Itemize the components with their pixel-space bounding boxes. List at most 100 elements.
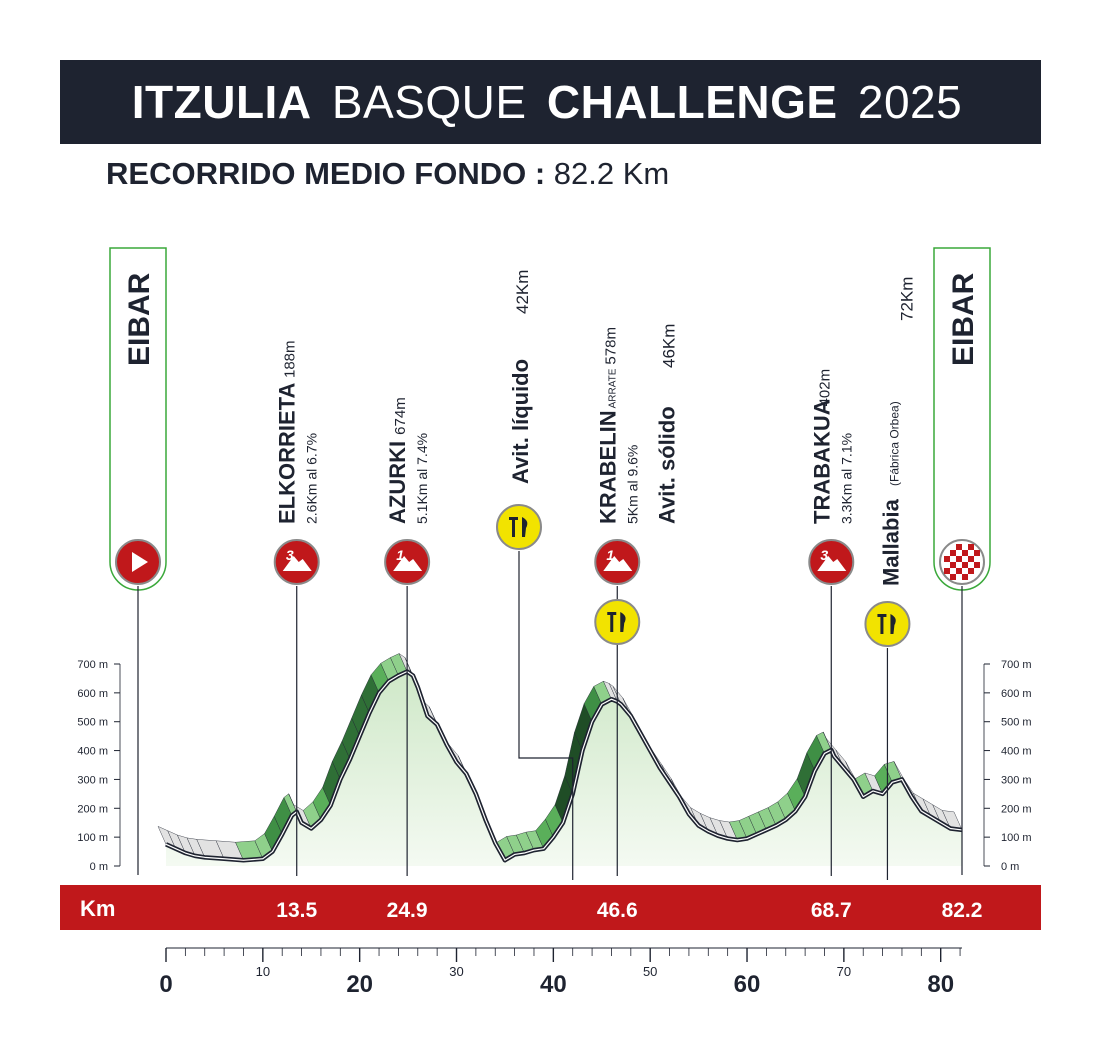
fork-tines — [509, 517, 518, 520]
climb-altitude: 402m — [816, 369, 833, 407]
y-tick-left: 600 m — [77, 688, 108, 700]
feed-label-group: Mallabia (Fábrica Orbea) 72Km — [878, 277, 916, 586]
title-part2: BASQUE — [331, 76, 527, 128]
checker-square — [974, 562, 980, 568]
feed-icon — [594, 599, 641, 645]
subtitle: RECORRIDO MEDIO FONDO : 82.2 Km — [106, 156, 669, 192]
km-bar-value: 82.2 — [942, 899, 983, 922]
feed-km: 72Km — [897, 277, 916, 321]
climb-category-number: 3 — [820, 547, 828, 563]
climb-label-group: ELKORRIETA 188m 2.6Km al 6.7% — [275, 340, 320, 524]
feed-marker-line — [518, 551, 574, 880]
climb-name: ELKORRIETA — [275, 383, 300, 524]
climb-detail: 2.6Km al 6.7% — [304, 433, 320, 524]
checker-square — [968, 544, 974, 550]
mountain-icon — [282, 556, 312, 571]
fork-knife-icon — [607, 612, 626, 632]
feed-label-group: Avit. líquido 42Km — [508, 270, 533, 484]
start-town-label: EIBAR — [123, 272, 156, 366]
km-bar-value: 13.5 — [276, 899, 317, 922]
climb-label-group: KRABELIN ARRATE 578m 5Km al 9.6% — [595, 327, 640, 524]
y-tick-left: 400 m — [77, 746, 108, 758]
climb-detail: 3.3Km al 7.1% — [838, 433, 854, 524]
fork-icon — [512, 517, 515, 537]
climb-name: TRABAKUA — [809, 399, 834, 524]
y-tick-right: 500 m — [1001, 717, 1032, 729]
y-tick-left: 700 m — [77, 659, 108, 671]
title-part3: CHALLENGE — [546, 76, 838, 128]
profile-area — [166, 671, 962, 866]
feed-name: Mallabia — [878, 498, 903, 586]
x-tick-minor: 30 — [449, 964, 463, 979]
km-bar-value: 68.7 — [811, 899, 852, 922]
checker-square — [956, 556, 962, 562]
title-part4: 2025 — [857, 76, 963, 128]
y-tick-right: 200 m — [1001, 803, 1032, 815]
checker-square — [974, 550, 980, 556]
km-bar — [60, 885, 1041, 930]
x-tick-major: 80 — [927, 971, 954, 998]
mountain-icon — [817, 556, 847, 571]
climb-altitude: 674m — [392, 397, 409, 435]
fork-icon — [610, 612, 614, 632]
km-bar-value: 46.6 — [597, 899, 638, 922]
y-tick-left: 500 m — [77, 717, 108, 729]
x-tick-minor: 10 — [256, 964, 270, 979]
x-tick-major: 0 — [159, 971, 172, 998]
y-tick-left: 200 m — [77, 803, 108, 815]
checker-square — [962, 562, 968, 568]
km-bar-label: Km — [80, 896, 115, 921]
feed-name: Avit. líquido — [508, 359, 533, 484]
feed-km: 46Km — [659, 324, 678, 368]
feed-icon — [864, 601, 911, 647]
y-tick-right: 600 m — [1001, 688, 1032, 700]
finish-town-label: EIBAR — [947, 272, 980, 366]
checker-square — [950, 574, 956, 580]
subtitle-distance: 82.2 Km — [553, 156, 670, 191]
y-tick-right: 400 m — [1001, 746, 1032, 758]
climb-detail: 5.1Km al 7.4% — [414, 433, 430, 524]
checker-square — [968, 556, 974, 562]
y-tick-left: 100 m — [77, 832, 108, 844]
play-icon — [132, 552, 148, 572]
knife-icon — [620, 612, 626, 632]
climb-category-number: 3 — [286, 547, 294, 563]
checker-square — [950, 550, 956, 556]
title-part1: ITZULIA — [131, 76, 312, 128]
y-tick-left: 300 m — [77, 774, 108, 786]
fork-knife-icon — [877, 614, 896, 634]
km-bar-value: 24.9 — [387, 899, 428, 922]
x-tick-major: 60 — [734, 971, 761, 998]
fork-tines — [877, 614, 887, 617]
climb-altitude: 188m — [282, 340, 299, 378]
feed-sub: (Fábrica Orbea) — [887, 401, 901, 486]
mountain-icon — [603, 556, 633, 571]
checker-square — [962, 550, 968, 556]
y-tick-right: 300 m — [1001, 774, 1032, 786]
subtitle-label: RECORRIDO MEDIO FONDO : — [106, 156, 546, 191]
climb-detail: 5Km al 9.6% — [624, 445, 640, 524]
climb-extra: 402m — [816, 369, 833, 407]
fork-knife-icon — [509, 517, 528, 537]
checker-icon — [944, 544, 980, 580]
checker-square — [944, 556, 950, 562]
climb-category-number: 1 — [396, 547, 404, 563]
fork-tines — [607, 612, 617, 615]
climb-name: AZURKI — [385, 441, 410, 524]
title-banner: ITZULIA BASQUE CHALLENGE 2025 — [60, 60, 1041, 144]
start-panel — [109, 247, 167, 591]
y-tick-right: 100 m — [1001, 832, 1032, 844]
y-tick-left: 0 m — [90, 861, 108, 873]
y-tick-right: 0 m — [1001, 861, 1019, 873]
checker-square — [956, 568, 962, 574]
fork-icon — [880, 614, 884, 634]
climb-extra: 188m — [282, 340, 299, 378]
finish-panel — [933, 247, 991, 591]
climb-label-group: AZURKI 674m 5.1Km al 7.4% — [385, 397, 430, 524]
climb-sub: ARRATE — [607, 368, 618, 408]
feed-name: Avit. sólido — [654, 406, 679, 524]
x-tick-minor: 50 — [643, 964, 657, 979]
mountain-icon — [393, 556, 423, 571]
